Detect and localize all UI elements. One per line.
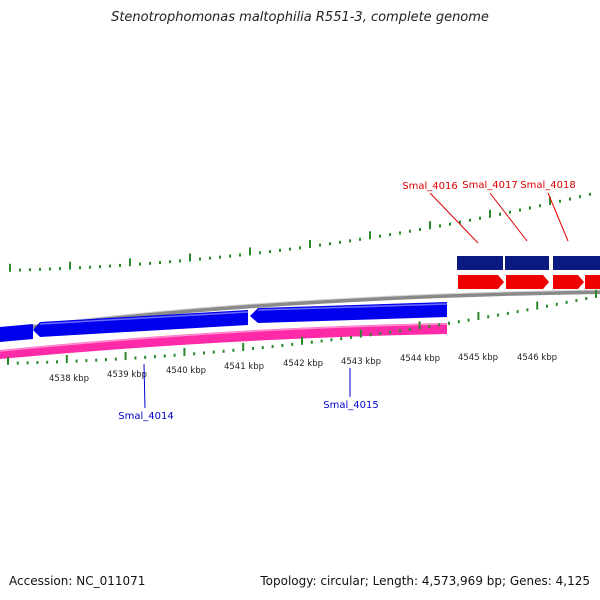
pink-track: [0, 323, 447, 359]
accession-text: Accession: NC_011071: [9, 574, 146, 588]
gene-arrow-smal-4018[interactable]: [553, 275, 584, 289]
scale-label: 4545 kbp: [458, 353, 498, 363]
lower-tick-row: [7, 290, 597, 365]
gene-track-highlight: [39, 303, 448, 325]
scale-label: 4544 kbp: [400, 354, 440, 364]
scale-label: 4543 kbp: [341, 357, 381, 367]
gene-label-smal-4017[interactable]: Smal_4017: [462, 180, 517, 191]
scale-label: 4540 kbp: [166, 366, 206, 376]
pink-track-highlight: [0, 323, 448, 352]
gene-arrow-smal-4016[interactable]: [458, 275, 504, 289]
gene-arrow-smal-4014b[interactable]: [33, 310, 248, 337]
upper-navy-track: [457, 256, 600, 270]
navy-segment[interactable]: [505, 256, 549, 270]
scale-label: 4546 kbp: [517, 353, 557, 363]
forward-gene-track: [458, 275, 600, 289]
gene-callouts: Smal_4016 Smal_4017 Smal_4018 Smal_4014 …: [118, 180, 575, 422]
gene-segment[interactable]: [585, 275, 600, 289]
gene-label-smal-4015[interactable]: Smal_4015: [323, 400, 378, 411]
gene-label-smal-4018[interactable]: Smal_4018: [520, 180, 575, 191]
upper-tick-row: [9, 192, 591, 272]
gene-label-smal-4014[interactable]: Smal_4014: [118, 411, 173, 422]
genome-title: Stenotrophomonas maltophilia R551-3, com…: [111, 10, 489, 25]
reverse-gene-track: [0, 302, 448, 342]
scale-label: 4538 kbp: [49, 374, 89, 384]
genome-stats-text: Topology: circular; Length: 4,573,969 bp…: [260, 574, 590, 588]
kbp-scale: 4538 kbp 4539 kbp 4540 kbp 4541 kbp 4542 kbp…: [49, 353, 557, 384]
scale-label: 4539 kbp: [107, 370, 147, 380]
scale-label: 4541 kbp: [224, 362, 264, 372]
navy-segment[interactable]: [553, 256, 600, 270]
gene-arrow-smal-4014[interactable]: [0, 324, 33, 342]
gene-arrow-smal-4017[interactable]: [506, 275, 549, 289]
navy-segment[interactable]: [457, 256, 503, 270]
gene-arrow-smal-4015[interactable]: [250, 302, 447, 323]
scale-label: 4542 kbp: [283, 359, 323, 369]
gene-label-smal-4016[interactable]: Smal_4016: [402, 181, 457, 192]
